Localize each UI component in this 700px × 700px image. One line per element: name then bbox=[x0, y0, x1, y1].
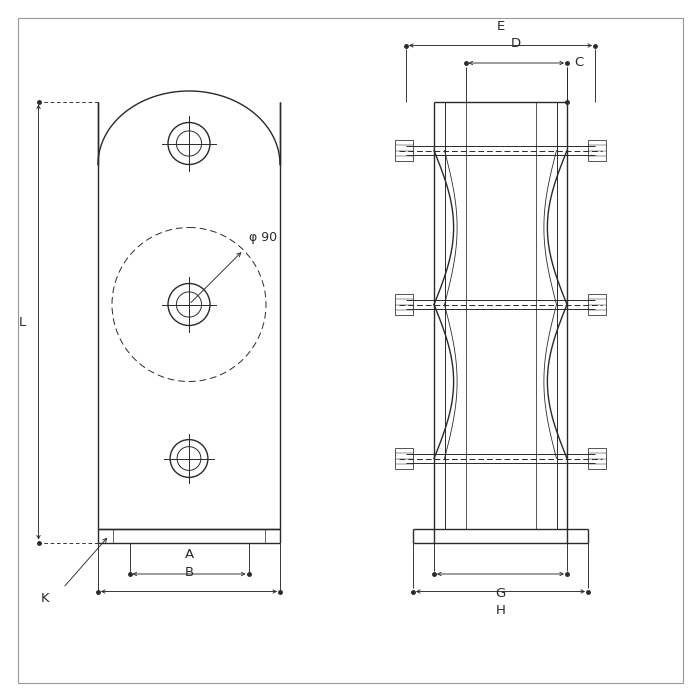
Bar bbox=[588, 140, 606, 161]
Text: G: G bbox=[496, 587, 505, 600]
Text: K: K bbox=[41, 592, 50, 605]
Text: E: E bbox=[496, 20, 505, 33]
Bar bbox=[395, 294, 413, 315]
Text: D: D bbox=[511, 37, 522, 50]
Text: C: C bbox=[574, 57, 583, 69]
Text: H: H bbox=[496, 604, 505, 617]
Bar bbox=[395, 448, 413, 469]
Bar bbox=[395, 140, 413, 161]
Text: φ 90: φ 90 bbox=[249, 232, 277, 244]
Bar bbox=[588, 448, 606, 469]
Text: L: L bbox=[19, 316, 26, 328]
Text: B: B bbox=[184, 566, 194, 579]
Bar bbox=[588, 294, 606, 315]
Text: A: A bbox=[184, 548, 194, 561]
